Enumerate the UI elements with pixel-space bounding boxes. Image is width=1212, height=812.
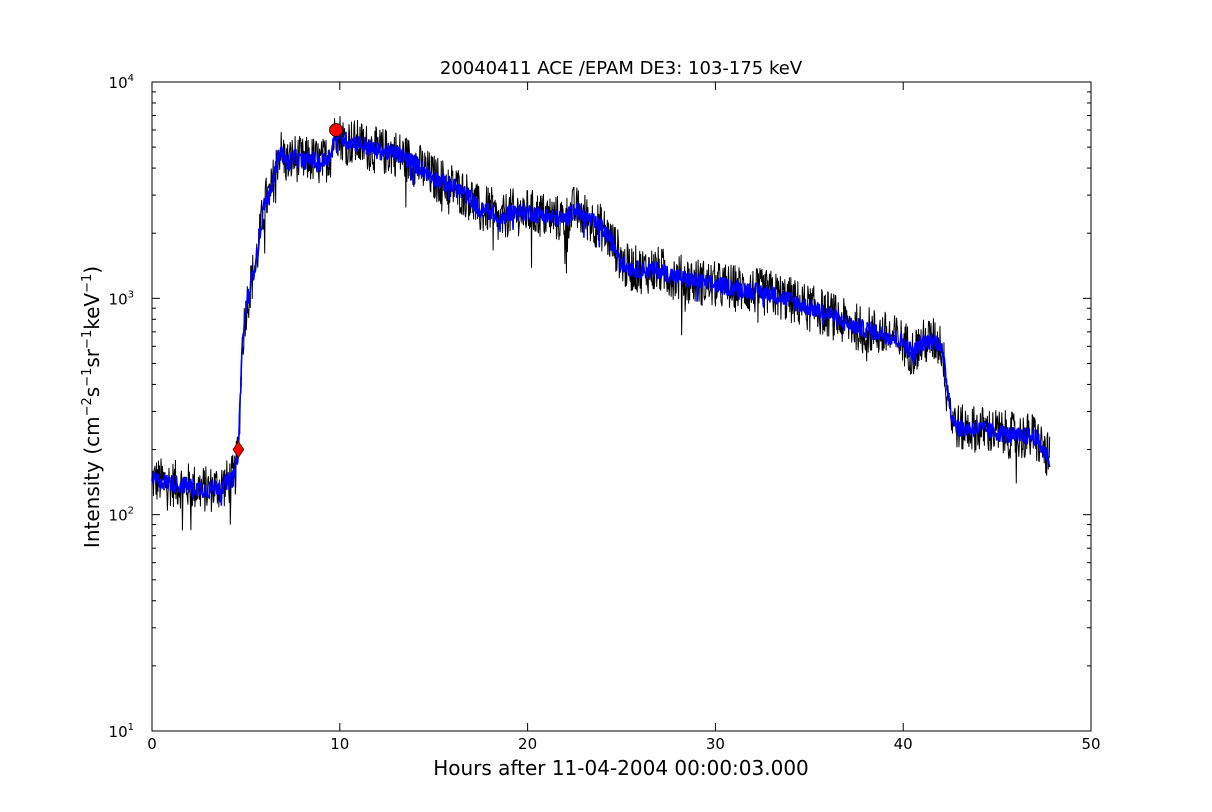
x-tick-label: 20 (518, 735, 537, 753)
chart-title: 20040411 ACE /EPAM DE3: 103-175 keV (440, 58, 803, 79)
y-tick-label: 102 (109, 506, 134, 525)
peak-marker (329, 123, 343, 137)
marker-layer (232, 123, 343, 459)
y-axis-label-part: ) (80, 266, 104, 274)
y-tick-label-base: 10 (109, 290, 128, 308)
y-axis-label-part: keV (80, 293, 104, 330)
y-tick-label-base: 10 (109, 723, 128, 741)
y-axis-label-part: sr (80, 348, 104, 367)
y-axis-label-part: Intensity (cm (80, 416, 104, 548)
y-axis-label: Intensity (cm−2s−1sr−1keV−1) (80, 266, 104, 548)
y-tick-label-exp: 3 (128, 289, 134, 300)
series-line-smoothed (151, 124, 1051, 506)
x-tick-label: 0 (147, 735, 157, 753)
series-layer (151, 115, 1051, 531)
y-axis-label-exp: −2 (80, 397, 95, 416)
x-tick-label: 30 (706, 735, 725, 753)
x-tick-label: 40 (894, 735, 913, 753)
plot-frame (151, 81, 1092, 732)
onset-marker (232, 441, 245, 459)
y-tick-label: 101 (109, 722, 134, 741)
y-tick-label-exp: 2 (128, 506, 134, 517)
y-axis-label-exp: −1 (80, 330, 95, 349)
y-axis-label-exp: −1 (80, 274, 95, 293)
y-tick-label-base: 10 (109, 74, 128, 92)
y-tick-label-base: 10 (109, 507, 128, 525)
y-tick-label-exp: 4 (128, 73, 134, 84)
y-tick-label: 103 (109, 289, 134, 308)
y-axis-label-part: s (80, 387, 104, 397)
x-tick-label: 10 (330, 735, 349, 753)
y-tick-label-exp: 1 (128, 722, 134, 733)
y-axis-label-exp: −1 (80, 368, 95, 387)
x-tick-label: 50 (1081, 735, 1100, 753)
x-axis-label: Hours after 11-04-2004 00:00:03.000 (433, 756, 809, 780)
y-tick-label: 104 (109, 73, 134, 92)
